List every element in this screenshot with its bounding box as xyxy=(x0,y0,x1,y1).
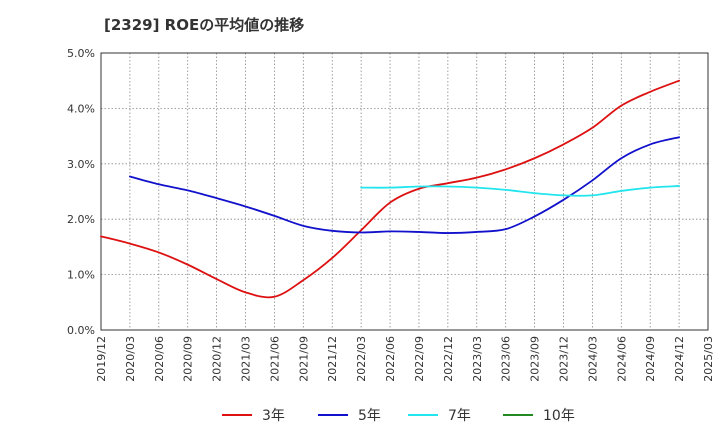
y-tick-label: 3.0% xyxy=(67,158,95,171)
x-tick-label: 2020/03 xyxy=(124,336,137,382)
x-tick-label: 2020/09 xyxy=(182,336,195,382)
legend-label: 7年 xyxy=(448,408,471,424)
legend-label: 10年 xyxy=(543,408,575,424)
x-tick-label: 2022/03 xyxy=(355,336,368,382)
x-tick-label: 2024/03 xyxy=(586,336,599,382)
x-tick-label: 2021/12 xyxy=(326,336,339,382)
x-tick-label: 2020/12 xyxy=(211,336,224,382)
series-line-3年 xyxy=(100,79,680,299)
x-tick-label: 2022/12 xyxy=(442,336,455,382)
x-tick-label: 2024/12 xyxy=(673,336,686,382)
x-tick-label: 2023/06 xyxy=(500,336,513,382)
x-tick-label: 2024/09 xyxy=(644,336,657,382)
y-tick-label: 0.0% xyxy=(67,324,95,337)
grid-lines xyxy=(101,53,708,330)
series-line-5年 xyxy=(129,136,680,234)
y-tick-label: 2.0% xyxy=(67,213,95,226)
y-tick-label: 5.0% xyxy=(67,47,95,60)
series-line-7年 xyxy=(360,185,680,197)
x-tick-label: 2023/09 xyxy=(529,336,542,382)
x-tick-label: 2021/03 xyxy=(240,336,253,382)
x-tick-label: 2019/12 xyxy=(95,336,108,382)
x-tick-label: 2022/06 xyxy=(384,336,397,382)
x-tick-label: 2024/06 xyxy=(615,336,628,382)
x-tick-label: 2023/03 xyxy=(471,336,484,382)
chart-title: [2329] ROEの平均値の推移 xyxy=(104,16,305,34)
y-tick-label: 4.0% xyxy=(67,102,95,115)
x-tick-label: 2023/12 xyxy=(557,336,570,382)
x-tick-label: 2021/06 xyxy=(268,336,281,382)
plot-background xyxy=(101,53,708,330)
x-axis-ticks: 2019/12 2020/03 2020/06 2020/09 2020/12 2021/… xyxy=(95,336,715,382)
series-lines xyxy=(100,79,680,299)
x-tick-label: 2022/09 xyxy=(413,336,426,382)
plot-border xyxy=(100,52,709,331)
legend-label: 5年 xyxy=(358,408,381,424)
legend-label: 3年 xyxy=(262,408,285,424)
x-tick-label: 2025/03 xyxy=(702,336,715,382)
x-tick-label: 2020/06 xyxy=(153,336,166,382)
legend: 3年 5年 7年 10年 xyxy=(222,408,575,424)
y-axis-ticks: 0.0% 1.0% 2.0% 3.0% 4.0% 5.0% xyxy=(67,47,95,337)
x-tick-label: 2021/09 xyxy=(297,336,310,382)
y-tick-label: 1.0% xyxy=(67,269,95,282)
